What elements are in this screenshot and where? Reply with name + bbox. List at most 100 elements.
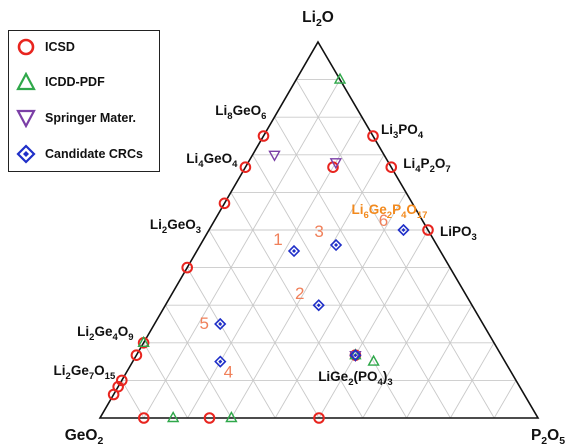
formula-text: Li: [186, 151, 198, 166]
formula-text: P: [421, 156, 430, 171]
formula-text: O: [547, 427, 559, 444]
candidate-number-label: 4: [224, 363, 233, 382]
compound-label: Li6Ge2P4O17: [351, 202, 427, 221]
compound-label: Li4GeO4: [186, 151, 238, 170]
vertex-label-right: P2O5: [531, 427, 565, 444]
grid-line: [186, 267, 276, 419]
formula-text: O: [435, 156, 446, 171]
compound-label: Li3PO4: [381, 122, 424, 141]
formula-text: O: [118, 324, 129, 339]
legend: ICSD ICDD-PDF Springer Mater. Candidate …: [8, 30, 160, 172]
green-triangle-icon: [16, 72, 36, 91]
formula-text: LiPO: [440, 224, 472, 239]
formula-subscript: 8: [227, 111, 232, 122]
legend-label: Candidate CRCs: [45, 147, 143, 161]
formula-text: O: [94, 363, 105, 378]
data-point: [214, 355, 227, 368]
formula-subscript: 2: [541, 435, 547, 444]
blue-diamond-icon: [16, 144, 36, 164]
data-point: [107, 388, 120, 401]
formula-subscript: 2: [348, 377, 353, 388]
formula-text: GeO: [233, 103, 262, 118]
formula-subscript: 2: [89, 332, 94, 343]
diamond-core: [334, 243, 339, 248]
formula-subscript: 4: [198, 159, 204, 170]
data-point: [137, 335, 150, 347]
formula-subscript: 4: [112, 332, 118, 343]
vertex-label-top: Li2O: [302, 9, 334, 29]
formula-subscript: 4: [378, 377, 384, 388]
formula-text: O: [322, 9, 334, 26]
grid-line: [295, 79, 495, 419]
grid-line: [208, 229, 320, 419]
formula-text: LiGe: [318, 369, 348, 384]
data-point: [349, 349, 362, 362]
formula-subscript: 2: [430, 164, 435, 175]
formula-subscript: 4: [418, 130, 424, 141]
compound-label: LiPO3: [440, 224, 477, 243]
data-point: [385, 161, 398, 174]
compound-label: Li2Ge7O15: [54, 363, 116, 382]
data-point: [239, 161, 252, 174]
formula-text: (PO: [354, 369, 378, 384]
formula-subscript: 2: [316, 17, 322, 29]
formula-subscript: 3: [472, 232, 477, 243]
compound-label: Li8GeO6: [215, 103, 266, 122]
formula-text: GeO: [65, 427, 98, 444]
formula-text: ): [383, 369, 388, 384]
vertex-label-left: GeO2: [65, 427, 104, 444]
formula-subscript: 3: [393, 130, 398, 141]
formula-subscript: 3: [196, 225, 201, 236]
data-point: [367, 354, 380, 366]
diamond-core: [218, 322, 223, 326]
grid-line: [231, 154, 385, 419]
formula-subscript: 2: [387, 210, 392, 221]
data-point: [349, 351, 362, 363]
formula-subscript: 9: [128, 332, 133, 343]
data-point: [257, 130, 270, 142]
series-springer-mater-: [268, 150, 362, 363]
formula-subscript: 17: [417, 210, 428, 221]
diamond-core: [218, 359, 223, 364]
formula-subscript: 2: [97, 435, 103, 444]
legend-item-icdd: ICDD-PDF: [15, 72, 105, 92]
formula-subscript: 2: [162, 225, 167, 236]
data-point: [329, 238, 343, 252]
ternary-frame: [98, 40, 540, 419]
data-point: [287, 244, 301, 258]
data-point: [367, 130, 379, 142]
compound-label: LiGe2(PO4)3: [318, 369, 392, 388]
formula-subscript: 3: [387, 377, 392, 388]
data-point: [333, 72, 347, 84]
formula-text: Ge: [369, 202, 388, 217]
data-point: [225, 411, 238, 423]
formula-text: GeO: [167, 217, 196, 232]
legend-item-springer: Springer Mater.: [15, 108, 136, 128]
formula-text: P: [531, 427, 541, 444]
grid-line: [318, 229, 429, 419]
formula-subscript: 4: [232, 159, 238, 170]
data-point: [218, 197, 231, 210]
data-point: [181, 261, 193, 274]
grid-line: [493, 380, 517, 419]
formula-subscript: 6: [261, 111, 266, 122]
purple-inverted-triangle-icon: [16, 109, 36, 128]
formula-text: O: [406, 202, 417, 217]
formula-text: Li: [351, 202, 363, 217]
diamond-core: [316, 303, 321, 308]
data-point: [214, 317, 227, 331]
grid-line: [362, 267, 451, 419]
formula-text: Ge: [94, 324, 113, 339]
series-icdd-pdf: [137, 72, 380, 423]
compound-labels: Li8GeO6Li4GeO4Li2GeO3Li2Ge4O9Li2Ge7O15Li…: [54, 103, 477, 388]
data-point: [329, 158, 343, 170]
formula-text: Ge: [71, 363, 90, 378]
candidate-number-label: 2: [295, 284, 304, 303]
compound-label: Li4P2O7: [403, 156, 450, 175]
legend-label: Springer Mater.: [45, 111, 136, 125]
data-point: [422, 224, 434, 236]
data-point: [268, 150, 281, 162]
compound-label: Li2GeO3: [150, 217, 201, 236]
